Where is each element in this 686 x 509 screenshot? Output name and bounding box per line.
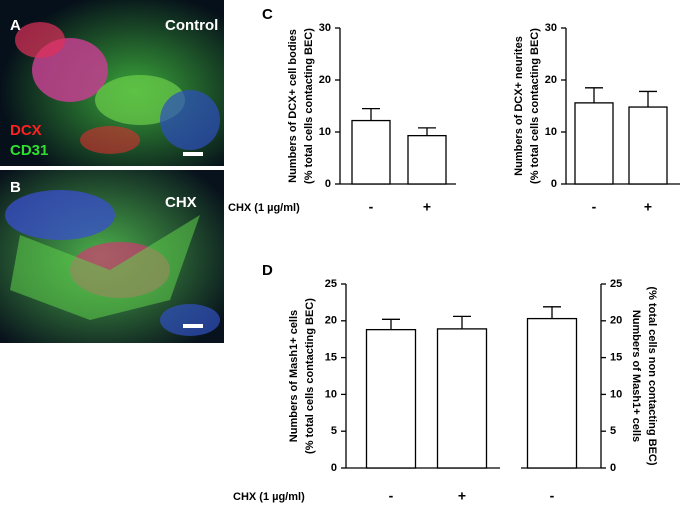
y-tick-label: 10 bbox=[319, 126, 331, 138]
bar bbox=[526, 317, 578, 469]
x-tick-label: - bbox=[592, 199, 597, 215]
y-tick-label: 10 bbox=[325, 388, 337, 400]
y-axis-label: Numbers of DCX+ cell bodies bbox=[287, 29, 299, 183]
stain-label: DCX bbox=[10, 122, 42, 139]
y-tick-label: 15 bbox=[610, 352, 622, 364]
bar bbox=[351, 119, 391, 185]
panel-letter: C bbox=[262, 6, 273, 23]
y-tick-label: 0 bbox=[331, 462, 337, 474]
y-tick-label: 0 bbox=[551, 178, 557, 190]
y-axis-label: Numbers of Mash1+ cells bbox=[630, 310, 642, 442]
y-tick-label: 25 bbox=[325, 278, 337, 290]
y-tick-label: 5 bbox=[331, 425, 337, 437]
y-tick-label: 20 bbox=[545, 74, 557, 86]
y-tick-label: 20 bbox=[610, 315, 622, 327]
x-axis-label: CHX (1 µg/ml) bbox=[233, 491, 305, 503]
y-axis-label: (% total cells contacting BEC) bbox=[529, 28, 541, 184]
x-tick-label: - bbox=[550, 488, 555, 504]
panel-letter: D bbox=[262, 262, 273, 279]
panel-letter: A bbox=[10, 17, 21, 34]
bar bbox=[628, 106, 668, 185]
stain-label: CD31 bbox=[10, 142, 48, 159]
y-tick-label: 25 bbox=[610, 278, 622, 290]
panel-letter: B bbox=[10, 179, 21, 196]
micrograph-b: B CHX bbox=[0, 170, 224, 343]
y-tick-label: 10 bbox=[545, 126, 557, 138]
x-tick-label: + bbox=[458, 488, 466, 504]
y-tick-label: 30 bbox=[319, 22, 331, 34]
x-axis-label: CHX (1 µg/ml) bbox=[228, 202, 300, 214]
y-axis-label: Numbers of DCX+ neurites bbox=[513, 36, 525, 176]
bar bbox=[407, 134, 447, 185]
micrograph-a: A Control DCX CD31 bbox=[0, 0, 224, 166]
x-tick-label: + bbox=[423, 199, 431, 215]
bar bbox=[574, 102, 614, 185]
y-axis-label: (% total cells non contacting BEC) bbox=[646, 286, 658, 465]
y-axis-label: (% total cells contacting BEC) bbox=[303, 28, 315, 184]
y-axis-label: (% total cells contacting BEC) bbox=[304, 298, 316, 454]
y-tick-label: 0 bbox=[610, 462, 616, 474]
y-axis-label: Numbers of Mash1+ cells bbox=[288, 310, 300, 442]
bar bbox=[436, 328, 488, 469]
y-tick-label: 10 bbox=[610, 388, 622, 400]
y-tick-label: 5 bbox=[610, 425, 616, 437]
panel-label: Control bbox=[165, 17, 218, 34]
y-tick-label: 20 bbox=[319, 74, 331, 86]
x-tick-label: + bbox=[644, 199, 652, 215]
panel-label: CHX bbox=[165, 194, 197, 211]
y-tick-label: 30 bbox=[545, 22, 557, 34]
bar bbox=[365, 328, 417, 469]
y-tick-label: 15 bbox=[325, 352, 337, 364]
x-tick-label: - bbox=[389, 488, 394, 504]
y-tick-label: 0 bbox=[325, 178, 331, 190]
x-tick-label: - bbox=[369, 199, 374, 215]
y-tick-label: 20 bbox=[325, 315, 337, 327]
